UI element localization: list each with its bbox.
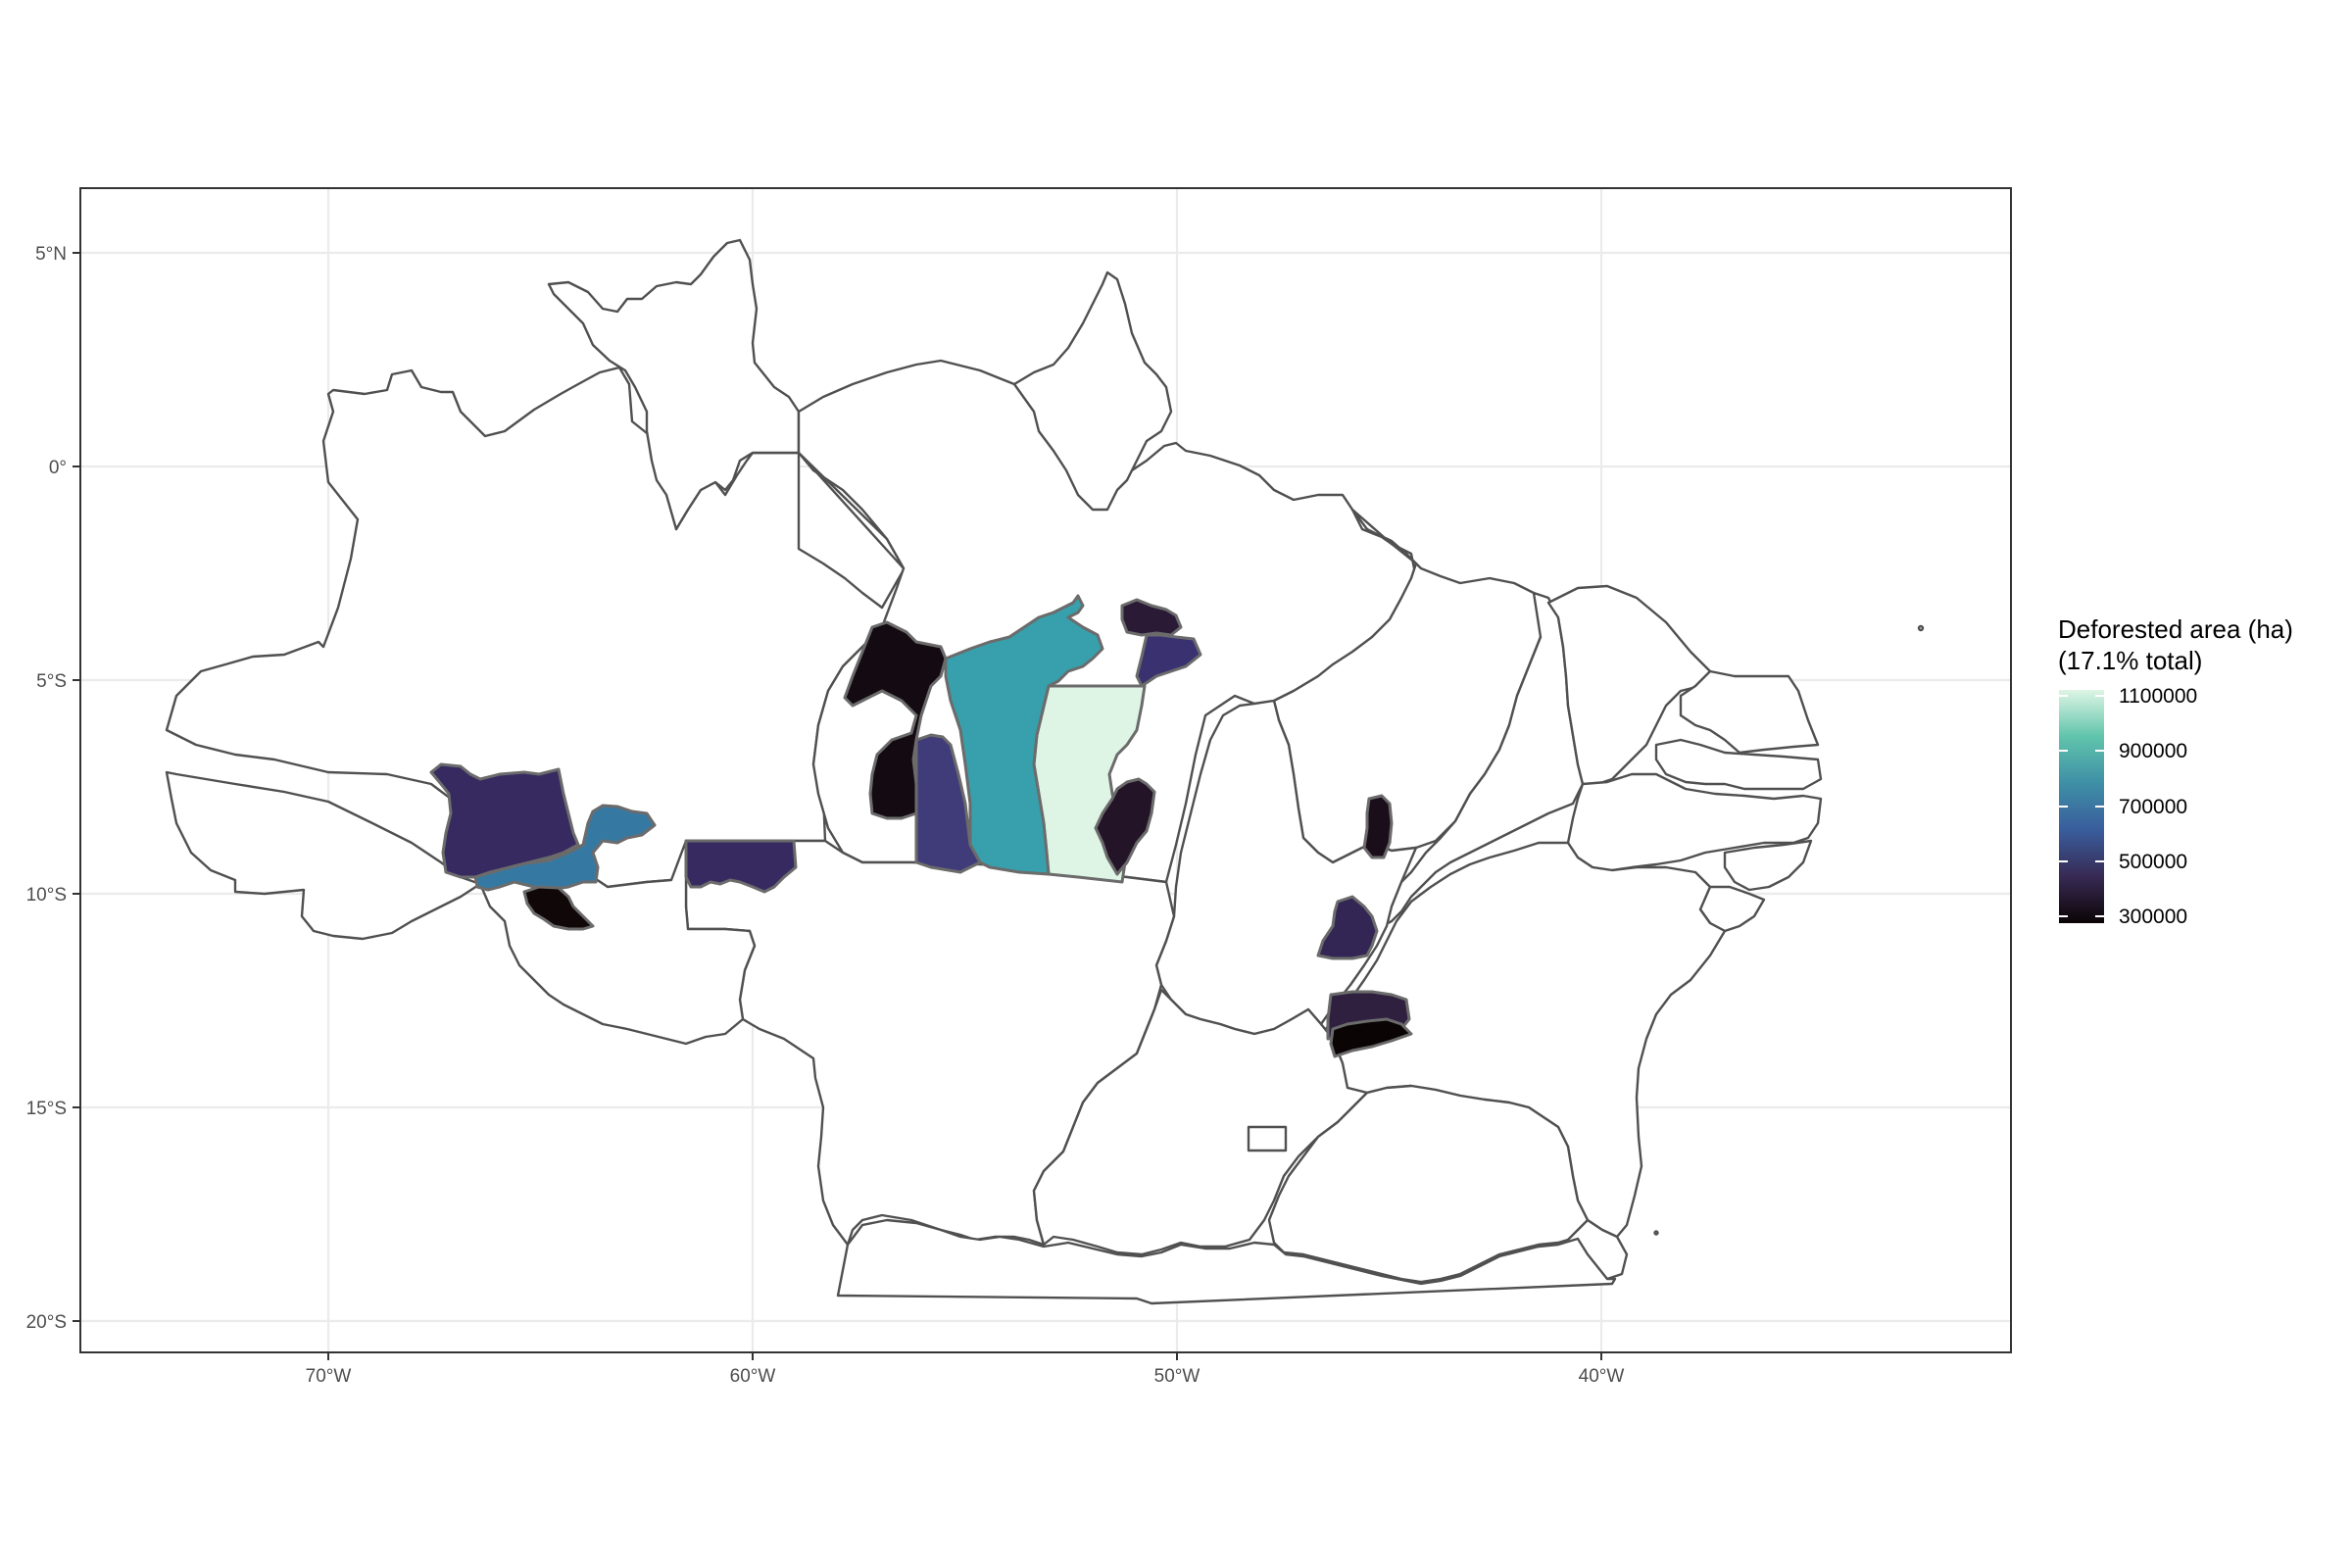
- legend-label: 700000: [2119, 796, 2187, 818]
- axis-ticks: [73, 252, 1602, 1360]
- deforestation-regions: [429, 594, 1413, 1058]
- legend: Deforested area (ha) (17.1% total) 11000…: [2058, 614, 2293, 928]
- region-acre: [165, 770, 482, 941]
- legend-label: 500000: [2119, 851, 2187, 873]
- plot-panel-border: [79, 187, 2012, 1353]
- region-fill-11[interactable]: [1094, 777, 1156, 876]
- y-tick-label: 10°S: [26, 885, 67, 906]
- x-tick-label: 50°W: [1154, 1366, 1200, 1387]
- y-axis-labels: 5°N 0° 5°S 10°S 15°S 20°S: [26, 244, 67, 1333]
- region-paraiba: [1654, 738, 1823, 791]
- y-tick-label: 5°S: [36, 671, 67, 692]
- region-fill-8[interactable]: [1316, 895, 1379, 960]
- legend-label: 1100000: [2119, 685, 2197, 708]
- legend-label: 300000: [2119, 906, 2187, 928]
- y-tick-label: 5°N: [35, 244, 67, 265]
- region-distrito-federal: [1247, 1125, 1288, 1152]
- region-mato-grosso-do-sul: [836, 1218, 1617, 1305]
- y-tick-label: 15°S: [26, 1099, 67, 1119]
- x-tick-label: 40°W: [1579, 1366, 1625, 1387]
- region-alagoas: [1723, 839, 1813, 892]
- region-fill-6[interactable]: [429, 762, 580, 879]
- legend-label: 900000: [2119, 740, 2187, 762]
- region-fill-7[interactable]: [684, 839, 798, 894]
- region-fill-14[interactable]: [522, 885, 595, 931]
- legend-title-line2: (17.1% total): [2058, 646, 2202, 675]
- region-amapa: [1012, 270, 1173, 512]
- island-fernando: [1917, 624, 1925, 632]
- region-fill-5[interactable]: [1135, 633, 1202, 688]
- legend-colorbar-ticks: [2059, 695, 2104, 917]
- region-goias: [1032, 988, 1369, 1256]
- island-trindade: [1653, 1230, 1659, 1236]
- region-fill-12[interactable]: [1362, 794, 1394, 859]
- region-rn: [1679, 669, 1820, 755]
- legend-title-line1: Deforested area (ha): [2058, 614, 2293, 644]
- region-fill-10[interactable]: [1120, 598, 1183, 637]
- region-ceara: [1546, 584, 1712, 786]
- y-tick-label: 0°: [49, 458, 67, 478]
- region-fill-3[interactable]: [473, 804, 657, 892]
- region-minas-gerais: [1267, 1084, 1590, 1284]
- x-axis-labels: 70°W 60°W 50°W 40°W: [306, 1366, 1625, 1387]
- region-fill-13[interactable]: [843, 620, 948, 820]
- region-fill-15[interactable]: [1329, 1017, 1413, 1058]
- region-outlines: [165, 238, 1925, 1305]
- x-tick-label: 70°W: [306, 1366, 352, 1387]
- y-tick-label: 20°S: [26, 1312, 67, 1333]
- region-para-west: [797, 451, 906, 570]
- x-tick-label: 60°W: [730, 1366, 776, 1387]
